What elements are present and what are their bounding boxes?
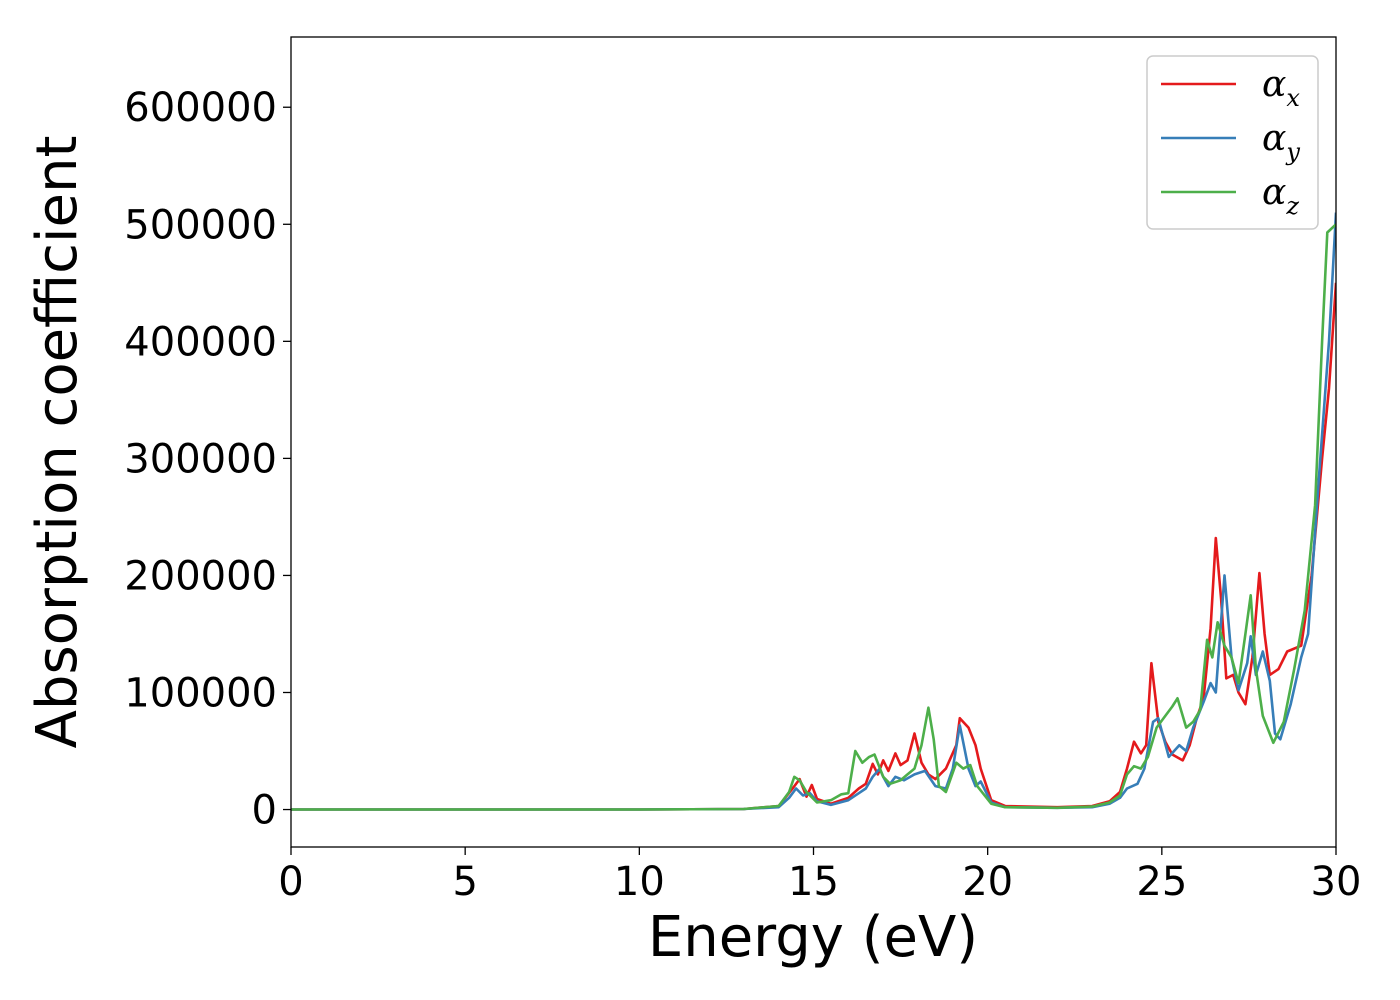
x-axis-ticks: 0 5 10 15 20 25 30 bbox=[278, 847, 1361, 905]
x-tick-label: 5 bbox=[452, 859, 477, 905]
x-tick-label: 0 bbox=[278, 859, 303, 905]
series-line-z bbox=[291, 223, 1336, 811]
y-tick-label: 600000 bbox=[124, 85, 277, 131]
x-tick-label: 10 bbox=[614, 859, 665, 905]
y-axis-ticks: 0 100000 200000 300000 400000 500000 600000 bbox=[124, 85, 291, 834]
series-layer bbox=[291, 212, 1336, 811]
series-line-x bbox=[291, 282, 1336, 811]
legend-label-z: αz bbox=[1262, 172, 1299, 220]
x-tick-label: 25 bbox=[1136, 859, 1187, 905]
y-tick-label: 100000 bbox=[124, 670, 277, 716]
y-tick-label: 500000 bbox=[124, 202, 277, 248]
legend-box bbox=[1146, 55, 1319, 230]
y-tick-label: 0 bbox=[252, 788, 277, 834]
legend-label-x: αx bbox=[1262, 64, 1300, 112]
x-tick-label: 15 bbox=[788, 859, 839, 905]
y-tick-label: 200000 bbox=[124, 553, 277, 599]
y-tick-label: 400000 bbox=[124, 319, 277, 365]
legend-label-y: αy bbox=[1262, 118, 1300, 166]
x-tick-label: 30 bbox=[1311, 859, 1362, 905]
x-axis-title: Energy (eV) bbox=[648, 905, 978, 970]
y-tick-label: 300000 bbox=[124, 436, 277, 482]
legend: αx αy αz bbox=[1146, 55, 1319, 230]
y-axis-title: Absorption coefficient bbox=[25, 136, 90, 749]
x-tick-label: 20 bbox=[962, 859, 1013, 905]
series-line-y bbox=[291, 212, 1336, 811]
